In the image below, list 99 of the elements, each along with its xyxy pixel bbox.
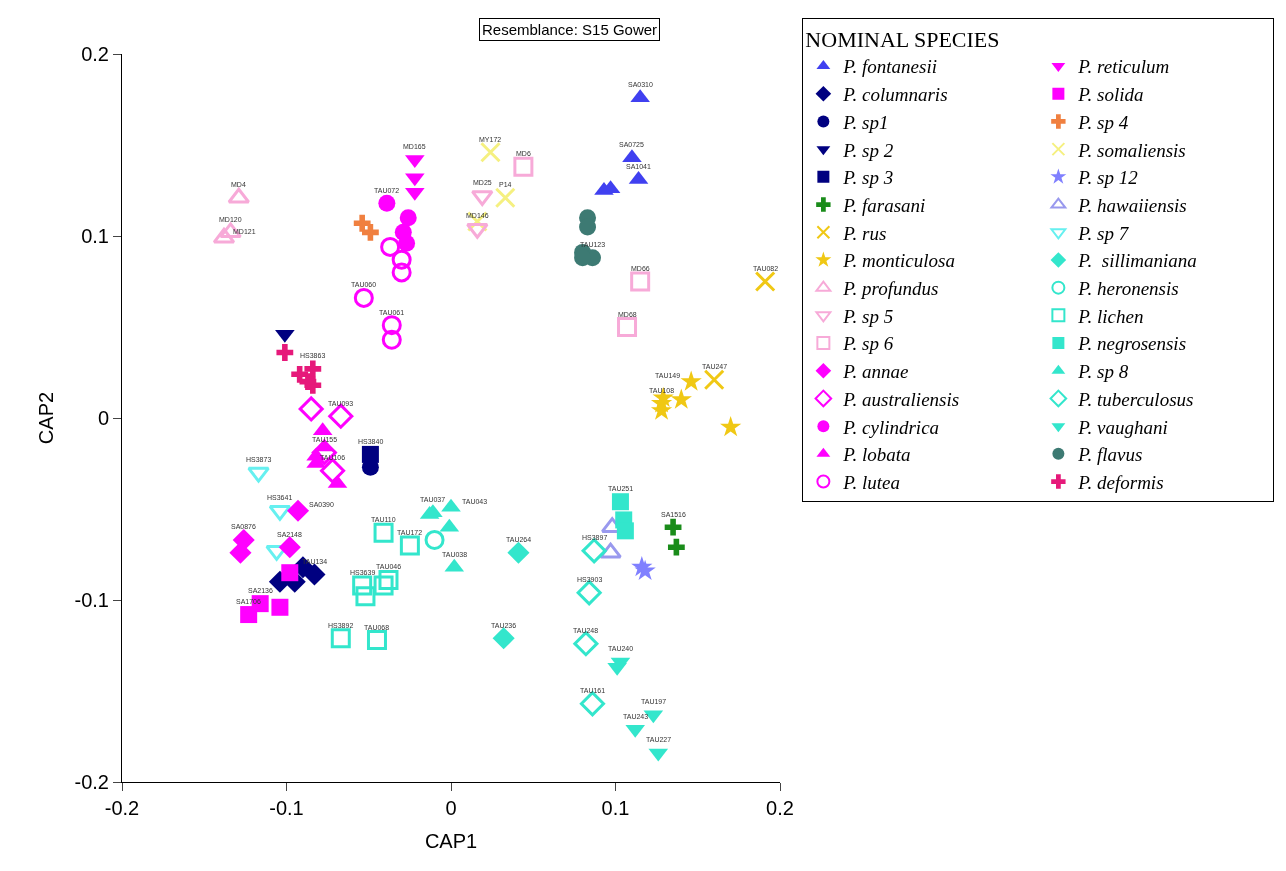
point [399,209,417,227]
point [373,575,394,596]
legend-label: P. cylindrica [842,416,940,438]
point [399,535,420,556]
legend-label: P. sp 6 [842,333,894,355]
point [664,518,682,536]
point [378,569,399,590]
y-tick-label: 0.1 [81,225,109,247]
point [754,271,776,292]
point [680,370,702,391]
point [513,156,534,177]
legend-label: P. australiensis [842,388,960,410]
legend-label: P. sp 3 [842,167,894,189]
legend-label: P. columnaris [842,84,948,106]
point [330,628,351,649]
point [373,522,394,543]
point [398,234,416,252]
legend-label: P. somaliensis [1077,139,1186,161]
point [378,194,396,212]
legend-label: P. lichen [1077,305,1144,327]
x-tick-label: -0.2 [104,797,140,819]
point [616,522,634,540]
point [299,373,317,390]
point [579,691,606,717]
point [366,630,387,651]
point [352,575,373,596]
legend-label: P. sp 5 [842,305,894,327]
legend-label: P. heronensis [1077,278,1179,300]
legend-label: P. hawaiiensis [1077,194,1187,216]
legend-label: P. sp1 [842,111,889,133]
point [479,141,501,163]
point [492,627,515,650]
point [391,249,412,270]
x-tick-label: 0.2 [766,797,794,819]
legend-label: P. sp 8 [1077,361,1129,383]
point [720,415,742,437]
legend-title: NOMINAL SPECIES [805,27,1000,53]
point [271,598,289,616]
x-tick-label: 0 [445,797,457,819]
point [278,536,301,559]
point [573,631,599,657]
point [617,317,638,337]
legend-label: P. annae [842,361,909,383]
legend-label: P. lutea [842,471,901,493]
legend-label: P. sillimaniana [1077,250,1197,272]
legend-label: P. sp 12 [1077,167,1139,189]
legend-label: P. rus [842,222,887,244]
legend-label: P. negrosensis [1077,333,1187,355]
legend-label: P. monticulosa [842,250,955,272]
y-tick-label: 0 [97,407,109,429]
legend-label: P. solida [1077,84,1144,106]
legend-label: P. sp 2 [842,139,894,161]
point [353,287,374,308]
point [703,369,725,391]
y-tick-label: 0.2 [81,43,109,65]
point [229,541,252,564]
legend-label: P. vaughani [1077,416,1168,438]
y-tick-label: -0.2 [74,771,109,793]
legend-label: P. reticulum [1077,56,1170,78]
x-tick-label: 0.1 [601,797,630,819]
point [276,344,294,361]
text: Resemblance: S15 Gower [482,21,658,38]
legend-label: P. farasani [842,194,926,216]
point [576,580,602,606]
point [303,563,326,586]
point [507,541,530,564]
point [611,493,629,511]
point [298,396,324,422]
point [240,606,258,624]
legend-label: P. lobata [842,444,911,466]
point [227,187,251,204]
point [381,315,402,336]
point [353,214,371,232]
legend-label: P. sp 4 [1077,111,1129,133]
legend-label: P. tuberculosus [1077,388,1194,410]
point [361,445,379,463]
legend-label: P. sp 7 [1077,222,1130,244]
point [286,499,310,522]
point [424,529,445,550]
point [362,223,379,241]
point [281,564,299,582]
point [581,538,607,564]
x-axis-title: CAP1 [424,829,478,852]
legend-label: P. deformis [1077,471,1164,493]
y-axis-title: CAP2 [35,391,58,445]
legend-label: P. profundus [842,278,939,300]
legend-label: P. flavus [1077,444,1143,466]
x-tick-label: -0.1 [269,797,304,819]
point [380,236,401,257]
point [391,262,412,283]
point [320,458,346,484]
point [494,187,516,209]
y-tick-label: -0.1 [74,589,109,611]
point [667,538,685,556]
point [355,586,376,607]
legend-label: P. fontanesii [842,56,937,78]
point [304,360,322,378]
point [630,271,651,292]
point [381,329,402,350]
